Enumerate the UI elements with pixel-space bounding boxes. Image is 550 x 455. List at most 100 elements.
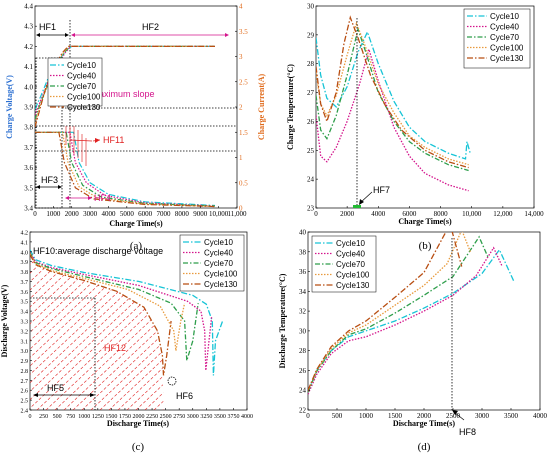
legend-label: Cycle70	[204, 259, 233, 268]
y-tick-label: 3.6	[24, 164, 33, 172]
y-tick-label: 4.2	[21, 231, 29, 237]
x-tick-label: 8000	[434, 210, 449, 218]
legend-label: Cycle130	[204, 280, 238, 289]
annotation-hf1: HF1	[39, 22, 56, 32]
x-tick-label: 9000	[193, 210, 208, 218]
legend-label: Cycle10	[336, 239, 365, 248]
x-tick-label: 4000	[533, 412, 548, 420]
x-tick-label: 750	[66, 414, 75, 420]
y-tick-label: 4.3	[24, 23, 33, 31]
x-tick-label: 14,000	[524, 210, 544, 218]
x-tick-label: 4000	[241, 414, 253, 420]
annotation-hf2: HF2	[142, 22, 159, 32]
y-tick-label: 4.1	[21, 240, 29, 246]
x-tick-label: 500	[332, 412, 343, 420]
x-tick-label: 4000	[101, 210, 116, 218]
x-tick-label: 8000	[175, 210, 190, 218]
y-tick-label: 3.9	[24, 104, 33, 112]
x-tick-label: 6000	[402, 210, 417, 218]
y-tick-label: 4.4	[24, 3, 33, 11]
x-tick-label: 6000	[138, 210, 153, 218]
current-line-cycle70	[35, 131, 216, 207]
y-tick-label: 38	[299, 248, 307, 256]
discharge-voltage-line-cycle10	[30, 249, 224, 376]
legend-label: Cycle10	[204, 238, 233, 247]
x-tick-label: 2000	[65, 210, 80, 218]
y-tick-label: 3.7	[21, 280, 29, 286]
y2-tick-label: 3	[239, 53, 243, 61]
chart-c-ylabel: Discharge Voltage(V)	[0, 284, 9, 357]
annotation-hf8: HF8	[459, 427, 476, 437]
x-tick-label: 1750	[119, 414, 131, 420]
y-tick-label: 3.3	[21, 320, 29, 326]
legend-label: Cycle10	[490, 12, 519, 21]
y-tick-label: 3.5	[24, 184, 33, 192]
x-tick-label: 500	[53, 414, 62, 420]
legend-label: Cycle40	[336, 250, 365, 259]
y-tick-label: 2.9	[21, 359, 29, 365]
x-tick-label: 12,000	[493, 210, 513, 218]
chart-a-y2label: Charge Current(A)	[257, 74, 266, 141]
discharge-temp-line-cycle100	[308, 232, 472, 392]
y-tick-label: 3.2	[21, 329, 29, 335]
x-tick-label: 1250	[92, 414, 104, 420]
y-tick-label: 3.6	[21, 290, 29, 296]
y2-tick-label: 1	[239, 154, 243, 162]
annotation-hf12: HF12	[104, 343, 126, 353]
discharge-voltage-line-cycle40	[30, 251, 213, 371]
y-tick-label: 3.9	[21, 260, 29, 266]
y-tick-label: 24	[307, 176, 315, 184]
x-tick-label: 2750	[173, 414, 185, 420]
x-tick-label: 250	[39, 414, 48, 420]
chart-b-x-ticks: 0 2000 4000 6000 8000 10,000 12,000 14,000	[314, 206, 544, 218]
y-tick-label: 40	[299, 229, 307, 237]
legend-label: Cycle100	[336, 271, 370, 280]
x-tick-label: 1000	[78, 414, 90, 420]
y-tick-label: 3.8	[21, 270, 29, 276]
y-tick-label: 24	[299, 387, 307, 395]
chart-b-caption: (b)	[419, 240, 432, 252]
chart-a-ylabel: Charge Voltage(V)	[5, 75, 14, 139]
temp-line-cycle100	[316, 21, 469, 166]
legend-label: Cycle70	[67, 82, 96, 91]
y-tick-label: 4.2	[24, 43, 33, 51]
y-tick-label: 3.8	[24, 124, 33, 132]
legend-label: Cycle70	[490, 33, 519, 42]
x-tick-label: 3000	[187, 414, 199, 420]
chart-b-hf7-marker	[353, 205, 361, 208]
annotation-hf11: HF11	[103, 135, 124, 145]
y2-tick-label: 2.5	[239, 78, 248, 86]
legend-label: Cycle10	[67, 61, 96, 70]
x-tick-label: 3250	[200, 414, 212, 420]
x-tick-label: 10,000	[209, 210, 229, 218]
y-tick-label: 28	[299, 347, 307, 355]
chart-d-x-ticks: 0 500 1000 1500 2000 2500 3000 3500 4000	[306, 408, 548, 420]
chart-a-hatch	[65, 126, 87, 166]
chart-d-ylabel: Discharge Temperature(°C)	[278, 273, 287, 368]
chart-a-caption: (a)	[130, 240, 143, 252]
temp-line-cycle130	[316, 15, 469, 169]
x-tick-label: 1500	[105, 414, 117, 420]
chart-b-ylabel: Charge Temperature(°C)	[286, 64, 295, 150]
y-tick-label: 22	[299, 407, 307, 415]
current-line-cycle130	[35, 131, 216, 208]
annotation-hf5: HF5	[47, 383, 64, 393]
annotation-hf9: HF9:maximum slope	[72, 89, 155, 99]
y-tick-label: 28	[307, 60, 315, 68]
temp-line-cycle10	[316, 30, 471, 160]
temp-line-cycle40	[316, 46, 469, 192]
y2-tick-label: 2	[239, 104, 243, 112]
annotation-hf3: HF3	[41, 175, 58, 185]
chart-c-guides	[30, 297, 96, 410]
x-tick-label: 11,000	[228, 210, 247, 218]
chart-c-y-ticks: 2.4 2.5 2.6 2.7 2.8 2.9 3.0 3.1 3.2 3.3 3.4 3.5 3.6 3…	[21, 231, 32, 415]
temp-line-cycle70	[316, 26, 469, 172]
legend-label: Cycle100	[490, 44, 524, 53]
legend-label: Cycle100	[204, 270, 238, 279]
annotation-hf6: HF6	[176, 391, 193, 401]
y-tick-label: 26	[307, 118, 315, 126]
x-tick-label: 0	[306, 412, 310, 420]
x-tick-label: 2500	[160, 414, 172, 420]
